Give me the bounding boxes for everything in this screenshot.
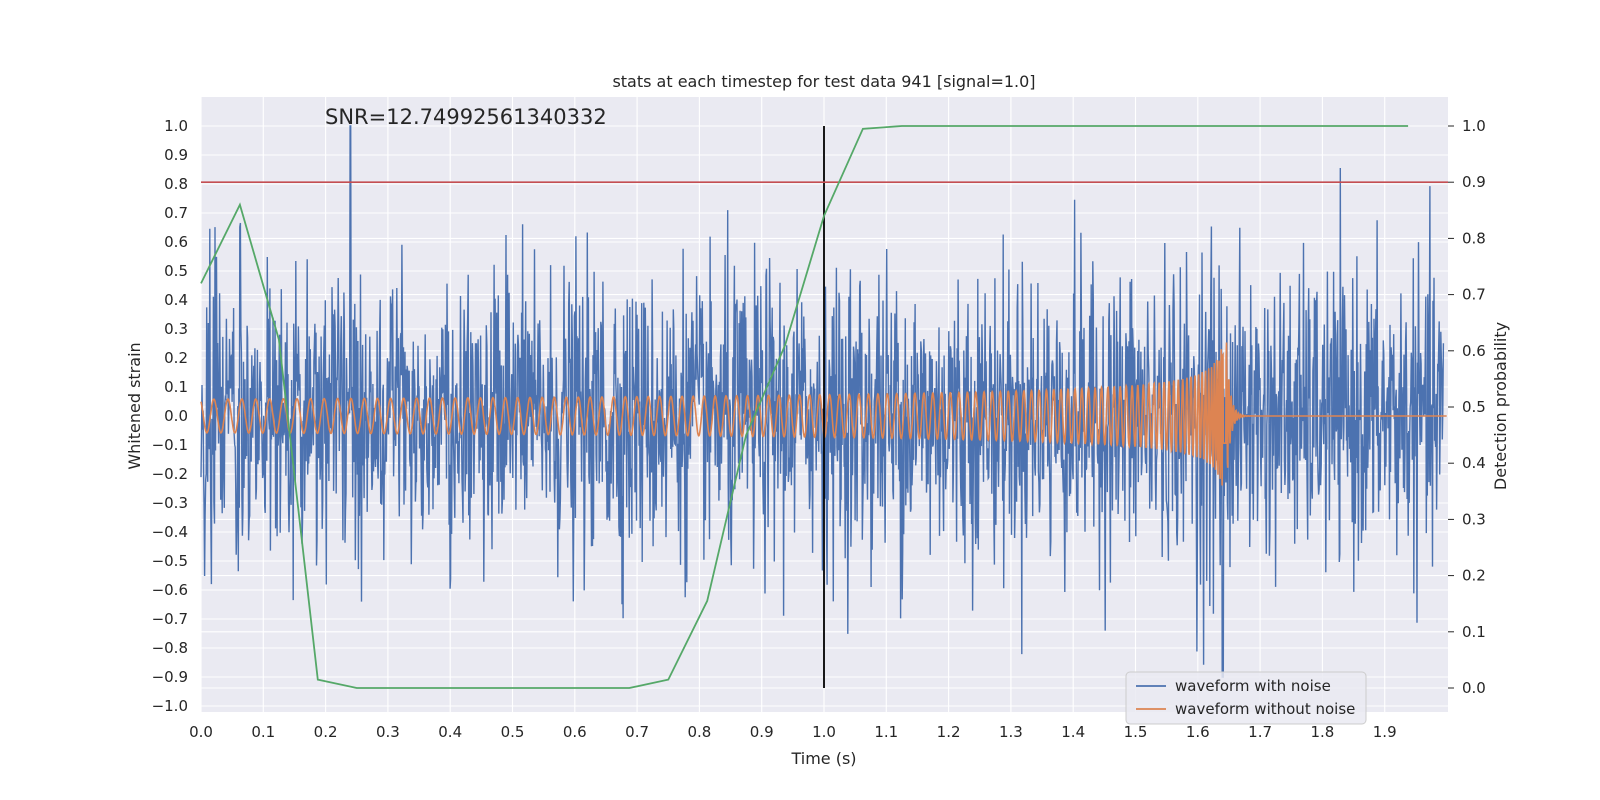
x-tick-label: 1.5 (1124, 723, 1148, 741)
y-tick-label: 0.9 (164, 146, 188, 164)
y2-tick-label: 1.0 (1462, 117, 1486, 135)
y-tick-label: −0.3 (152, 494, 188, 512)
y2-tick-label: 0.1 (1462, 623, 1486, 641)
y-tick-label: 0.7 (164, 204, 188, 222)
series-noisy-waveform (200, 125, 1445, 678)
x-tick-label: 0.2 (314, 723, 338, 741)
y-axis-label: Whitened strain (125, 342, 144, 469)
chart-title: stats at each timestep for test data 941… (612, 72, 1035, 91)
y-tick-label: 0.8 (164, 175, 188, 193)
legend-box (1125, 671, 1367, 725)
y-axis-ticks: 1.0 0.9 0.8 0.7 0.6 0.5 0.4 0.3 0.2 0.1 0.0 −0.1 −0.… (152, 117, 188, 715)
y2-tick-label: 0.7 (1462, 286, 1486, 304)
x-tick-label: 1.2 (937, 723, 961, 741)
y2-tick-label: 0.3 (1462, 510, 1486, 528)
y2-tick-label: 0.6 (1462, 342, 1486, 360)
y-tick-label: 0.3 (164, 320, 188, 338)
y2-tick-label: 0.0 (1462, 679, 1486, 697)
x-tick-label: 0.1 (251, 723, 275, 741)
y-tick-label: −0.1 (152, 436, 188, 454)
y-tick-label: −0.2 (152, 465, 188, 483)
series-layer (200, 125, 1448, 689)
y-tick-label: 0.5 (164, 262, 188, 280)
x-axis-ticks: 0.0 0.1 0.2 0.3 0.4 0.5 0.6 0.7 0.8 0.9 1.0 1.1 1.2 1… (189, 723, 1397, 741)
y-tick-label: −1.0 (152, 697, 188, 715)
y-tick-label: 0.2 (164, 349, 188, 367)
y2-tick-label: 0.2 (1462, 567, 1486, 585)
x-tick-label: 1.3 (999, 723, 1023, 741)
y-tick-label: 0.4 (164, 291, 188, 309)
legend: waveform with noise waveform without noi… (1125, 671, 1367, 725)
y-tick-label: −0.6 (152, 581, 188, 599)
y-tick-label: 0.1 (164, 378, 188, 396)
y2-tick-label: 0.4 (1462, 454, 1486, 472)
legend-label-clean: waveform without noise (1175, 700, 1355, 718)
y2-tick-label: 0.5 (1462, 398, 1486, 416)
y-tick-label: −0.5 (152, 552, 188, 570)
x-tick-label: 0.8 (687, 723, 711, 741)
x-tick-label: 1.7 (1248, 723, 1272, 741)
y2-tick-label: 0.9 (1462, 173, 1486, 191)
y-tick-label: −0.8 (152, 639, 188, 657)
x-tick-label: 0.4 (438, 723, 462, 741)
y2-axis-label: Detection probability (1491, 322, 1510, 490)
x-axis-label: Time (s) (790, 749, 856, 768)
series-detection-probability (200, 125, 1409, 689)
y-tick-label: −0.7 (152, 610, 188, 628)
x-tick-label: 1.4 (1061, 723, 1085, 741)
y-tick-label: −0.4 (152, 523, 188, 541)
y-tick-label: 0.0 (164, 407, 188, 425)
y-tick-label: −0.9 (152, 668, 188, 686)
legend-label-noise: waveform with noise (1175, 677, 1331, 695)
x-tick-label: 1.8 (1310, 723, 1334, 741)
x-tick-label: 1.1 (874, 723, 898, 741)
y-tick-label: 1.0 (164, 117, 188, 135)
x-tick-label: 1.0 (812, 723, 836, 741)
x-tick-label: 1.6 (1186, 723, 1210, 741)
x-tick-label: 0.7 (625, 723, 649, 741)
snr-annotation: SNR=12.74992561340332 (325, 105, 607, 129)
x-tick-label: 0.9 (750, 723, 774, 741)
x-tick-label: 0.6 (563, 723, 587, 741)
y2-axis-ticks: 1.0 0.9 0.8 0.7 0.6 0.5 0.4 0.3 0.2 0.1 0.0 (1448, 117, 1486, 697)
x-tick-label: 0.3 (376, 723, 400, 741)
y2-tick-label: 0.8 (1462, 229, 1486, 247)
y-tick-label: 0.6 (164, 233, 188, 251)
x-tick-label: 0.5 (501, 723, 525, 741)
x-tick-label: 1.9 (1373, 723, 1397, 741)
x-tick-label: 0.0 (189, 723, 213, 741)
